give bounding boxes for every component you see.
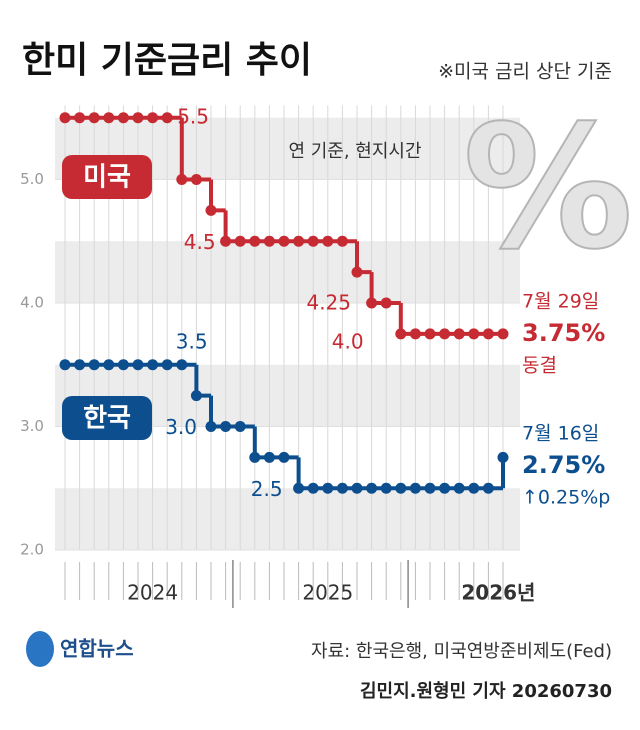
dot xyxy=(453,328,465,340)
watermark: % xyxy=(463,89,633,287)
dot xyxy=(293,235,305,247)
x-tick-label: 2024 xyxy=(127,581,178,605)
dot xyxy=(307,235,319,247)
plot: 2024 2025 2026년 2.0 3.0 4.0 5.0 5.5 4.5 4.25 4.0 미국… xyxy=(20,104,610,608)
chart-title: 한미 기준금리 추이 xyxy=(22,40,312,81)
legend-badge xyxy=(62,155,152,199)
logo-text: 연합뉴스 xyxy=(60,637,134,661)
dot xyxy=(482,328,494,340)
end-label: ↑0.25%p xyxy=(522,487,610,509)
band xyxy=(55,488,520,550)
dot xyxy=(380,482,392,494)
dot xyxy=(322,482,334,494)
dot xyxy=(497,328,509,340)
dot xyxy=(147,359,159,371)
value-label: 4.0 xyxy=(332,330,364,354)
band xyxy=(55,241,520,303)
legend-badge xyxy=(62,396,152,440)
dot xyxy=(322,235,334,247)
note: 연 기준, 현지시간 xyxy=(288,141,421,162)
dot xyxy=(59,112,71,124)
dot xyxy=(249,451,261,463)
legend-label: 한국 xyxy=(83,404,131,434)
value-label: 4.5 xyxy=(184,230,216,254)
end-label: 2.75% xyxy=(522,451,605,479)
dot xyxy=(103,359,115,371)
source: 자료: 한국은행, 미국연방준비제도(Fed) xyxy=(311,641,612,662)
y-tick-label: 3.0 xyxy=(20,417,44,435)
dot xyxy=(190,390,202,402)
dot xyxy=(176,174,188,185)
dot xyxy=(220,235,232,247)
y-tick-label: 2.0 xyxy=(20,541,44,559)
value-label: 5.5 xyxy=(177,104,209,128)
dot xyxy=(59,359,71,371)
end-label: 3.75% xyxy=(522,319,605,347)
dot xyxy=(409,328,421,340)
dot xyxy=(380,297,392,309)
dot xyxy=(88,359,100,371)
dot xyxy=(220,421,232,432)
dot xyxy=(278,451,290,463)
dot xyxy=(88,112,100,124)
dot xyxy=(103,112,115,124)
x-tick-label: 2025 xyxy=(302,581,353,605)
dot xyxy=(424,482,436,494)
end-label: 7월 16일 xyxy=(522,423,599,445)
dot xyxy=(263,235,275,247)
dot xyxy=(468,482,480,494)
dot xyxy=(117,112,129,124)
dot xyxy=(307,482,319,494)
value-label: 2.5 xyxy=(251,477,283,501)
dot xyxy=(117,359,129,371)
dot xyxy=(366,482,378,494)
x-tick-label: 2026년 xyxy=(461,581,535,605)
dot xyxy=(205,421,217,432)
y-tick-label: 4.0 xyxy=(20,294,44,312)
dot xyxy=(351,266,363,278)
dot xyxy=(161,359,173,371)
dot xyxy=(249,235,261,247)
dot xyxy=(439,328,451,340)
dot xyxy=(439,482,451,494)
value-label: 3.5 xyxy=(176,329,208,353)
dot xyxy=(74,359,86,371)
dot xyxy=(366,297,378,309)
legend-label: 미국 xyxy=(83,163,131,193)
dot xyxy=(453,482,465,494)
dot xyxy=(351,482,363,494)
dot xyxy=(293,482,305,494)
dot xyxy=(482,482,494,494)
dot xyxy=(147,112,159,124)
dot xyxy=(497,451,509,463)
dot xyxy=(205,204,217,216)
dot xyxy=(336,482,348,494)
dot xyxy=(395,328,407,340)
value-label: 3.0 xyxy=(165,415,197,439)
logo: 연합뉴스 xyxy=(26,631,134,667)
dot xyxy=(424,328,436,340)
dot xyxy=(468,328,480,340)
dot xyxy=(132,359,144,371)
dot xyxy=(409,482,421,494)
credit: 김민지.원형민 기자 20260730 xyxy=(360,681,612,702)
dot xyxy=(190,174,202,185)
logo-icon xyxy=(26,631,54,667)
dot xyxy=(395,482,407,494)
dot xyxy=(161,112,173,124)
dot xyxy=(176,359,188,371)
dot xyxy=(278,235,290,247)
subtitle: ※미국 금리 상단 기준 xyxy=(438,61,612,83)
end-label: 동결 xyxy=(522,355,557,377)
value-label: 4.25 xyxy=(306,291,351,315)
end-label: 7월 29일 xyxy=(522,291,599,313)
dot xyxy=(74,112,86,124)
dot xyxy=(336,235,348,247)
y-tick-label: 5.0 xyxy=(20,170,44,188)
dot xyxy=(234,421,246,432)
dot xyxy=(263,451,275,463)
dot xyxy=(234,235,246,247)
dot xyxy=(132,112,144,124)
